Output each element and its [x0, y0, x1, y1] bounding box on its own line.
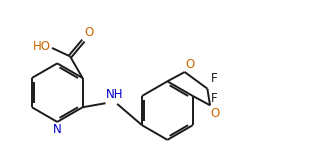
- Text: F: F: [211, 92, 217, 105]
- Text: O: O: [185, 58, 195, 71]
- Text: N: N: [53, 123, 62, 136]
- Text: F: F: [211, 72, 217, 85]
- Text: HO: HO: [33, 40, 51, 54]
- Text: NH: NH: [106, 88, 124, 101]
- Text: O: O: [211, 107, 220, 120]
- Text: O: O: [85, 26, 94, 39]
